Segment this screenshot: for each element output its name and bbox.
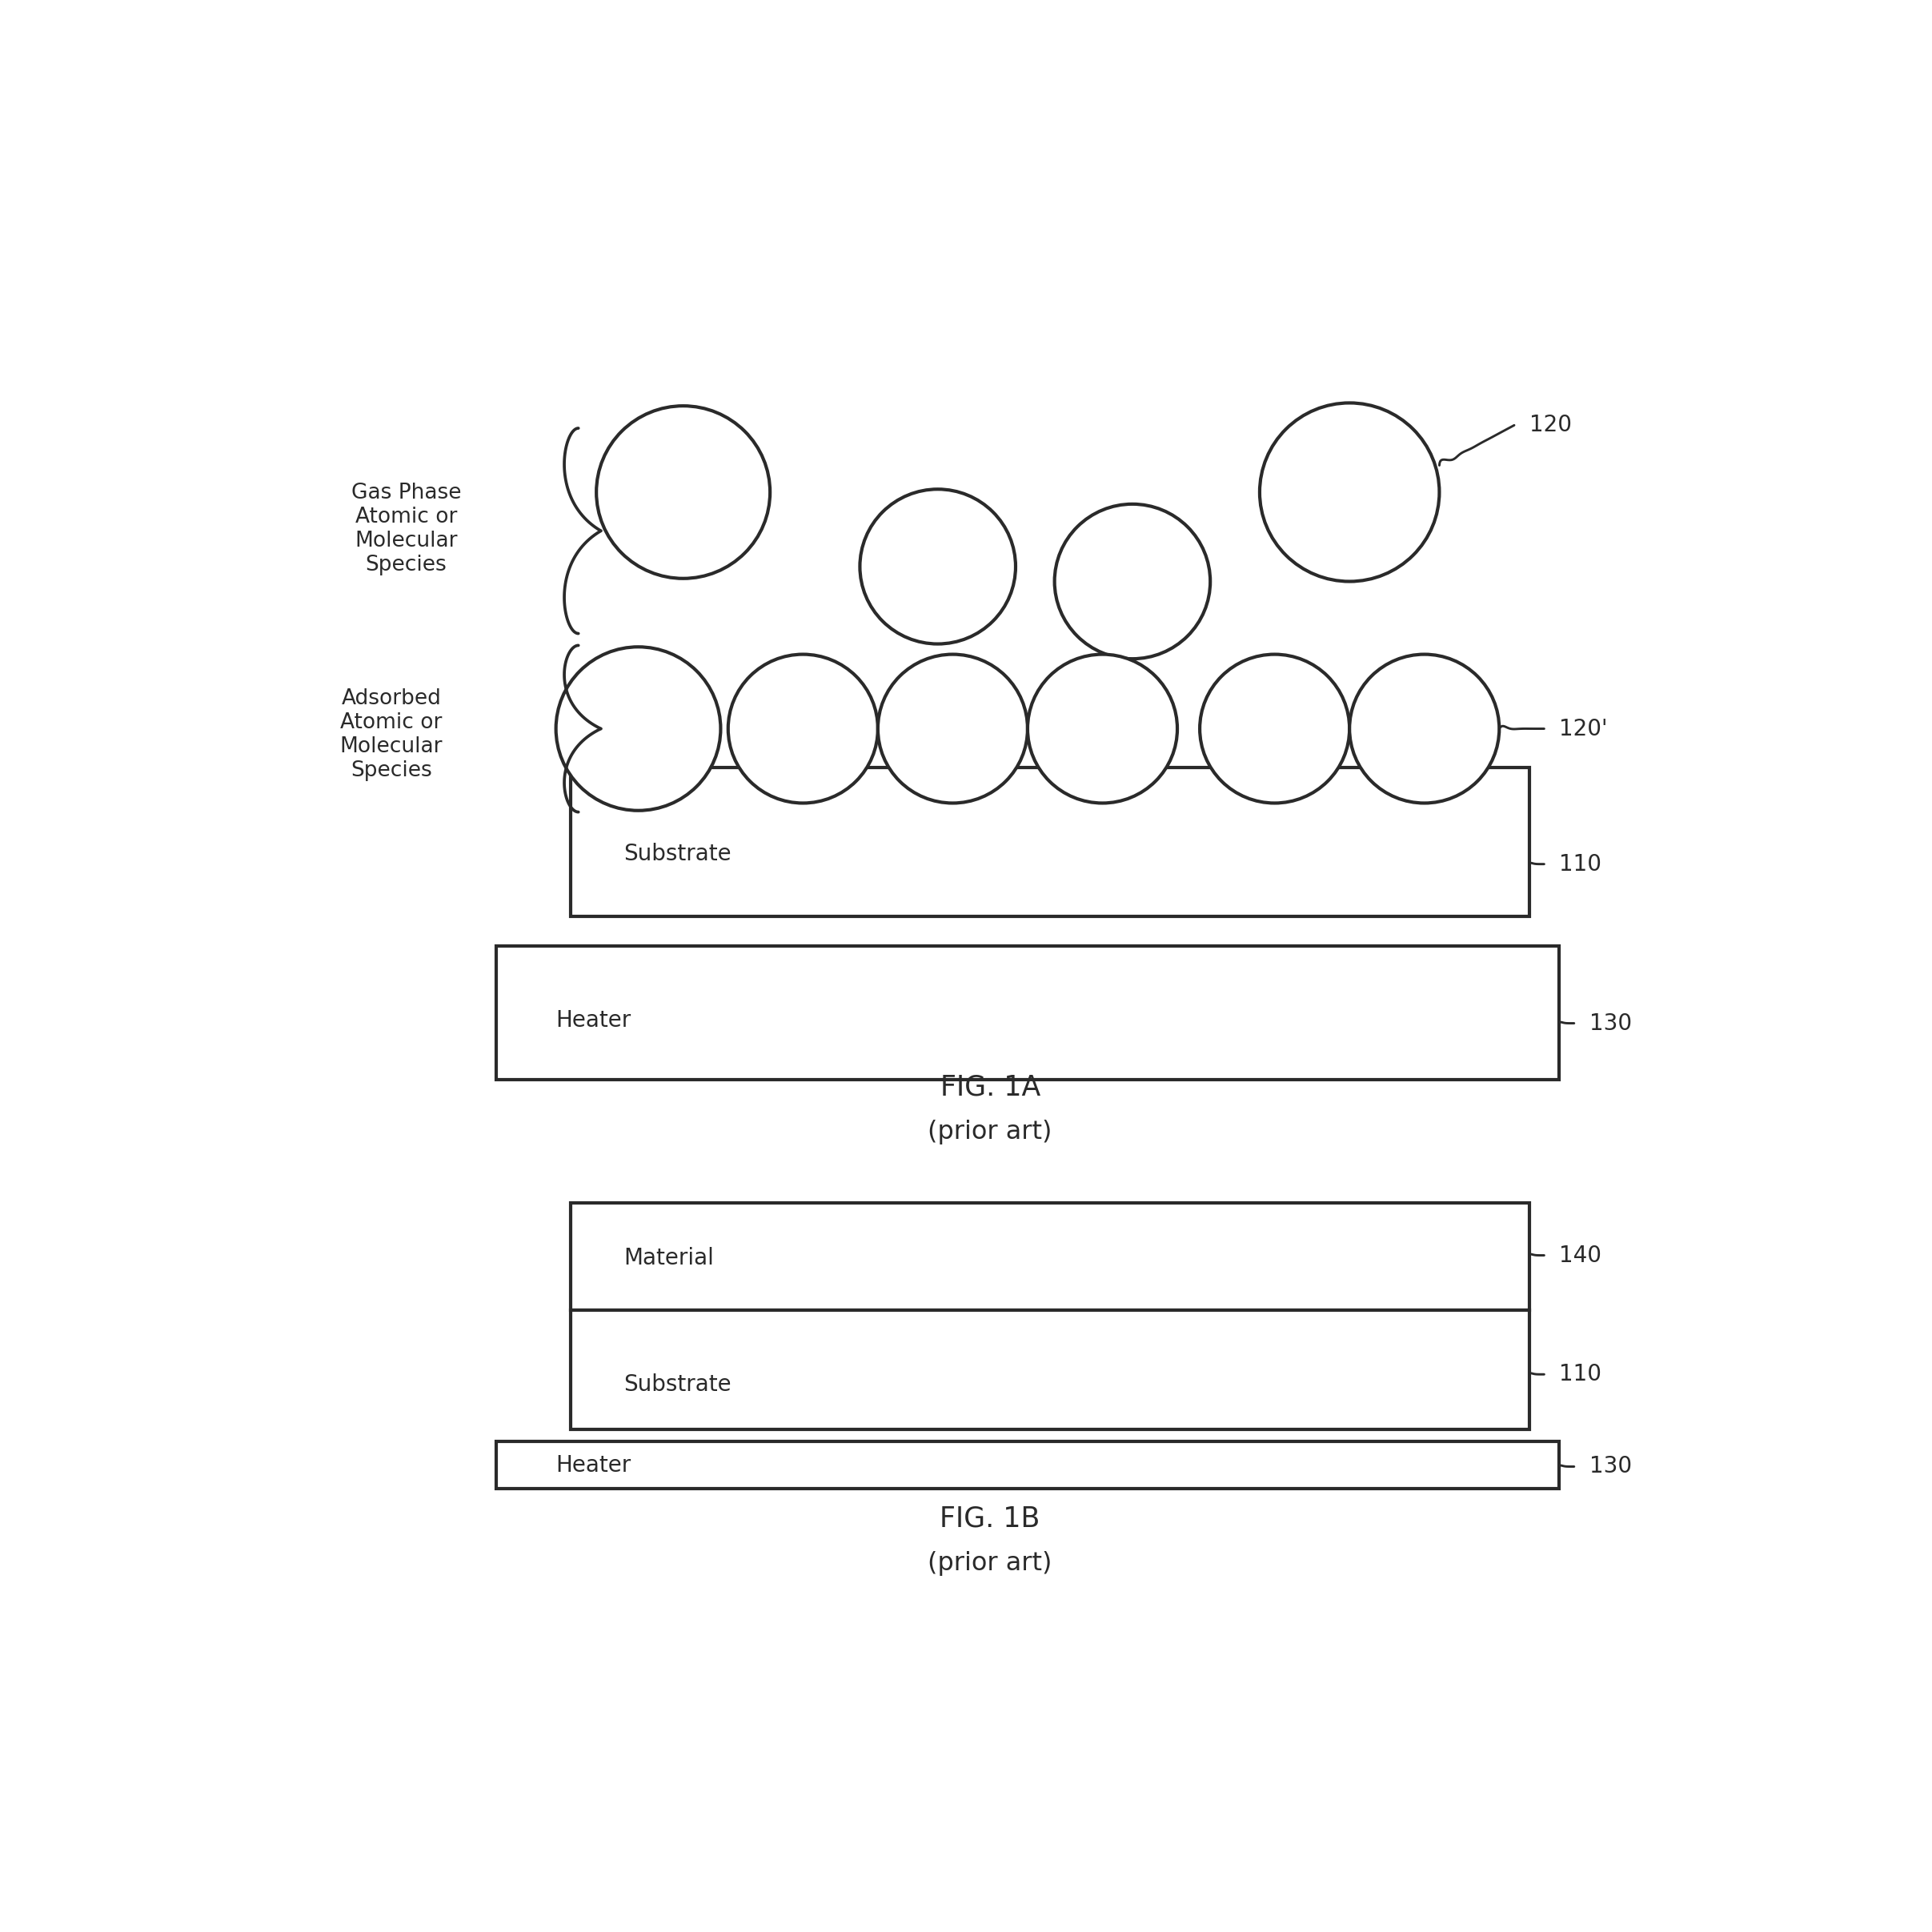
Ellipse shape <box>860 489 1016 643</box>
Text: 110: 110 <box>1559 852 1602 875</box>
Ellipse shape <box>1260 404 1439 582</box>
Bar <box>497 947 1559 1080</box>
Text: Heater: Heater <box>556 1455 632 1476</box>
Text: (prior art): (prior art) <box>927 1551 1053 1577</box>
Text: 130: 130 <box>1588 1455 1633 1478</box>
Ellipse shape <box>556 647 721 811</box>
Ellipse shape <box>877 655 1028 804</box>
Bar <box>497 1441 1559 1490</box>
Bar <box>572 1310 1530 1430</box>
Bar <box>572 767 1530 916</box>
Ellipse shape <box>728 655 877 804</box>
Text: 120: 120 <box>1528 413 1571 437</box>
Text: 120': 120' <box>1559 717 1607 740</box>
Text: 140: 140 <box>1559 1244 1602 1267</box>
Text: Gas Phase
Atomic or
Molecular
Species: Gas Phase Atomic or Molecular Species <box>352 483 462 576</box>
Ellipse shape <box>1028 655 1177 804</box>
Text: FIG. 1B: FIG. 1B <box>941 1505 1039 1532</box>
Text: (prior art): (prior art) <box>927 1119 1053 1144</box>
Text: 110: 110 <box>1559 1364 1602 1385</box>
Bar <box>572 1204 1530 1310</box>
Ellipse shape <box>1349 655 1499 804</box>
Ellipse shape <box>1200 655 1349 804</box>
Text: Material: Material <box>624 1248 713 1269</box>
Text: Substrate: Substrate <box>624 1374 730 1397</box>
Text: Substrate: Substrate <box>624 842 730 866</box>
Text: 130: 130 <box>1588 1012 1633 1034</box>
Ellipse shape <box>1055 504 1209 659</box>
Text: FIG. 1A: FIG. 1A <box>941 1074 1039 1101</box>
Text: Heater: Heater <box>556 1009 632 1032</box>
Ellipse shape <box>597 406 771 578</box>
Text: Adsorbed
Atomic or
Molecular
Species: Adsorbed Atomic or Molecular Species <box>340 688 442 781</box>
